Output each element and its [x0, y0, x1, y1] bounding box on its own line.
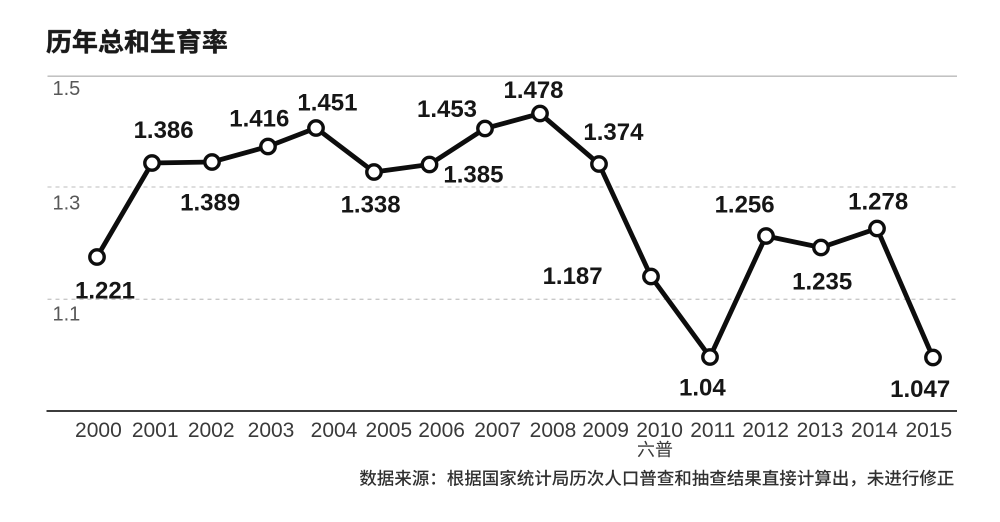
svg-text:2012: 2012 [742, 419, 789, 442]
svg-text:2005: 2005 [365, 419, 412, 442]
svg-text:1.235: 1.235 [792, 269, 852, 296]
svg-text:1.416: 1.416 [229, 106, 289, 133]
svg-text:2013: 2013 [797, 419, 844, 442]
svg-text:2007: 2007 [474, 419, 521, 442]
svg-text:2009: 2009 [582, 419, 629, 442]
svg-text:1.374: 1.374 [583, 119, 644, 146]
svg-text:1.386: 1.386 [134, 117, 194, 144]
svg-text:1.278: 1.278 [848, 189, 908, 216]
svg-text:2011: 2011 [690, 419, 735, 442]
svg-text:1.04: 1.04 [679, 375, 726, 402]
svg-text:1.3: 1.3 [53, 193, 81, 215]
svg-text:1.338: 1.338 [341, 192, 401, 219]
svg-text:2008: 2008 [530, 419, 577, 442]
svg-text:1.1: 1.1 [53, 304, 81, 326]
svg-text:1.389: 1.389 [180, 189, 240, 216]
svg-text:2000: 2000 [75, 419, 122, 442]
svg-text:1.047: 1.047 [890, 376, 950, 403]
svg-text:2003: 2003 [248, 419, 295, 442]
svg-text:1.385: 1.385 [443, 162, 503, 189]
svg-text:1.5: 1.5 [53, 78, 81, 100]
svg-text:1.187: 1.187 [543, 263, 603, 290]
svg-text:1.478: 1.478 [503, 77, 563, 104]
svg-text:1.451: 1.451 [297, 90, 357, 117]
svg-text:2015: 2015 [905, 419, 952, 442]
svg-text:2006: 2006 [418, 419, 465, 442]
svg-text:2001: 2001 [132, 419, 179, 442]
svg-text:2002: 2002 [188, 419, 235, 442]
svg-text:2010: 2010 [636, 419, 683, 442]
svg-text:2004: 2004 [311, 419, 358, 442]
svg-text:2014: 2014 [851, 419, 898, 442]
svg-text:1.453: 1.453 [417, 96, 477, 123]
svg-text:1.256: 1.256 [715, 192, 775, 219]
svg-text:1.221: 1.221 [75, 278, 135, 305]
